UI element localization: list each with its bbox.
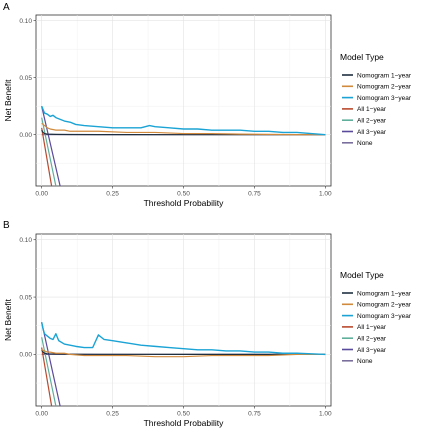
chart-panel-A: A 0.00 0.25 0.50 0.75 1.00 0.00 0.05 0.10 Thresho…	[3, 2, 412, 208]
x-tick-label: 1.00	[319, 191, 332, 198]
series-line-0	[41, 129, 326, 136]
series-line-4	[41, 337, 57, 406]
legend-title: Model Type	[340, 270, 384, 280]
x-tick-label: 0.25	[106, 191, 119, 198]
y-tick-label: 0.05	[19, 75, 32, 82]
y-tick-label: 0.00	[19, 352, 32, 359]
series-line-2	[40, 322, 326, 356]
x-tick-label: 0.50	[177, 191, 190, 198]
y-axis-title: Net Benefit	[3, 79, 13, 122]
legend-entry: All 2−year	[357, 336, 387, 343]
legend-entry: Nomogram 1−year	[357, 72, 412, 79]
series-line-4	[41, 117, 57, 186]
legend-entry: Nomogram 2−year	[357, 302, 412, 309]
legend-entry: All 1−year	[357, 106, 387, 113]
legend-entry: All 2−year	[357, 118, 387, 125]
x-tick-label: 0.00	[35, 191, 48, 198]
legend-entry: All 3−year	[357, 347, 387, 354]
series-line-5	[41, 106, 61, 186]
x-tick-label: 0.25	[106, 411, 119, 418]
x-tick-label: 0.75	[248, 411, 261, 418]
legend-entry: All 1−year	[357, 324, 387, 331]
x-tick-label: 1.00	[319, 411, 332, 418]
x-axis-title: Threshold Probability	[144, 198, 225, 208]
y-axis-title: Net Benefit	[3, 298, 13, 341]
legend: Model Type Nomogram 1−year Nomogram 2−year…	[340, 52, 412, 147]
y-tick-label: 0.10	[19, 237, 32, 244]
series-line-3	[41, 347, 53, 406]
series-line-5	[41, 322, 61, 406]
y-tick-label: 0.10	[19, 18, 32, 25]
legend-entry: Nomogram 1−year	[357, 290, 412, 297]
series-line-3	[41, 127, 53, 186]
x-tick-label: 0.00	[35, 411, 48, 418]
chart-panel-B: B 0.00 0.25 0.50 0.75 1.00 0.00 0.05 0.10 Thresho…	[3, 220, 412, 428]
y-tick-label: 0.00	[19, 132, 32, 139]
panel-label: B	[3, 220, 10, 231]
series-line-1	[41, 122, 326, 136]
y-tick-label: 0.05	[19, 294, 32, 301]
panel-label: A	[3, 2, 10, 13]
series-line-2	[41, 105, 326, 136]
x-tick-label: 0.75	[248, 191, 261, 198]
legend-entry: None	[357, 140, 373, 147]
legend-title: Model Type	[340, 52, 384, 62]
x-axis-title: Threshold Probability	[144, 418, 225, 428]
x-tick-label: 0.50	[177, 411, 190, 418]
legend-entry: Nomogram 2−year	[357, 84, 412, 91]
legend-entry: None	[357, 358, 373, 365]
legend-entry: Nomogram 3−year	[357, 313, 412, 320]
legend-entry: Nomogram 3−year	[357, 95, 412, 102]
legend-entry: All 3−year	[357, 129, 387, 136]
series-line-0	[41, 349, 326, 355]
legend: Model Type Nomogram 1−year Nomogram 2−year…	[340, 270, 412, 365]
series-line-1	[41, 349, 326, 358]
